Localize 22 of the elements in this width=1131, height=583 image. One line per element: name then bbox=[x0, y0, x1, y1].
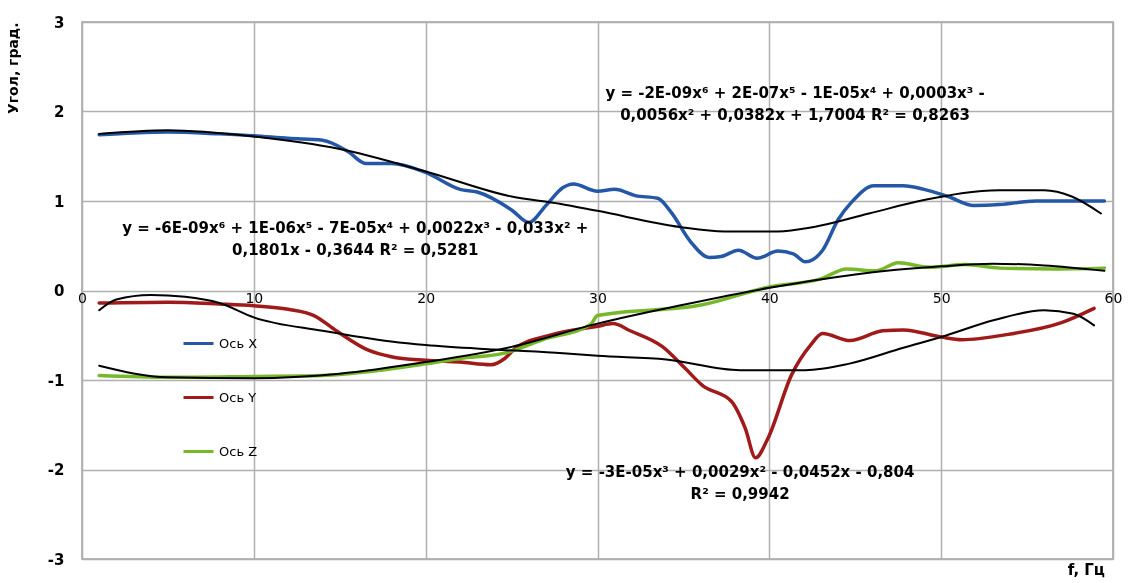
y-tick-label: -1 bbox=[47, 371, 65, 390]
legend-label: Ось Z bbox=[219, 443, 258, 459]
annotation: y = -2E-09x⁶ + 2E-07x⁵ - 1E-05x⁴ + 0,0003x³ - 0,0056x² + 0,0382x + 1,7004 R² = 0,8263 bbox=[605, 84, 985, 125]
y-tick-label: -2 bbox=[47, 461, 65, 479]
y-tick-label: -3 bbox=[47, 550, 65, 569]
x-tick-label: 40 bbox=[760, 290, 779, 306]
x-tick-label: 50 bbox=[932, 290, 951, 306]
annotation: y = -3E-05x³ + 0,0029x² - 0,0452x - 0,804 R² = 0,9942 bbox=[565, 463, 915, 504]
x-tick-label: 20 bbox=[417, 290, 436, 306]
x-tick-label: 60 bbox=[1104, 290, 1123, 306]
line-series bbox=[97, 130, 1107, 264]
y-tick-label: 1 bbox=[54, 192, 65, 211]
x-tick-label: 30 bbox=[589, 290, 607, 306]
annotation: y = -6E-09x⁶ + 1E-06x⁵ - 7E-05x⁴ + 0,0022x³ - 0,033x² + 0,1801x - 0,3644 R² = 0,5281 bbox=[122, 218, 589, 259]
y-tick-label: 2 bbox=[54, 103, 65, 121]
y-axis-title: Угол, град. bbox=[4, 22, 21, 115]
legend-label: Ось X bbox=[219, 335, 258, 351]
x-tick-label: 10 bbox=[245, 290, 264, 306]
y-tick-label: 3 bbox=[54, 13, 65, 32]
x-tick-label: 0 bbox=[78, 290, 87, 306]
legend-label: Ось Y bbox=[219, 389, 257, 405]
x-axis-title: f, Гц bbox=[1067, 561, 1105, 579]
